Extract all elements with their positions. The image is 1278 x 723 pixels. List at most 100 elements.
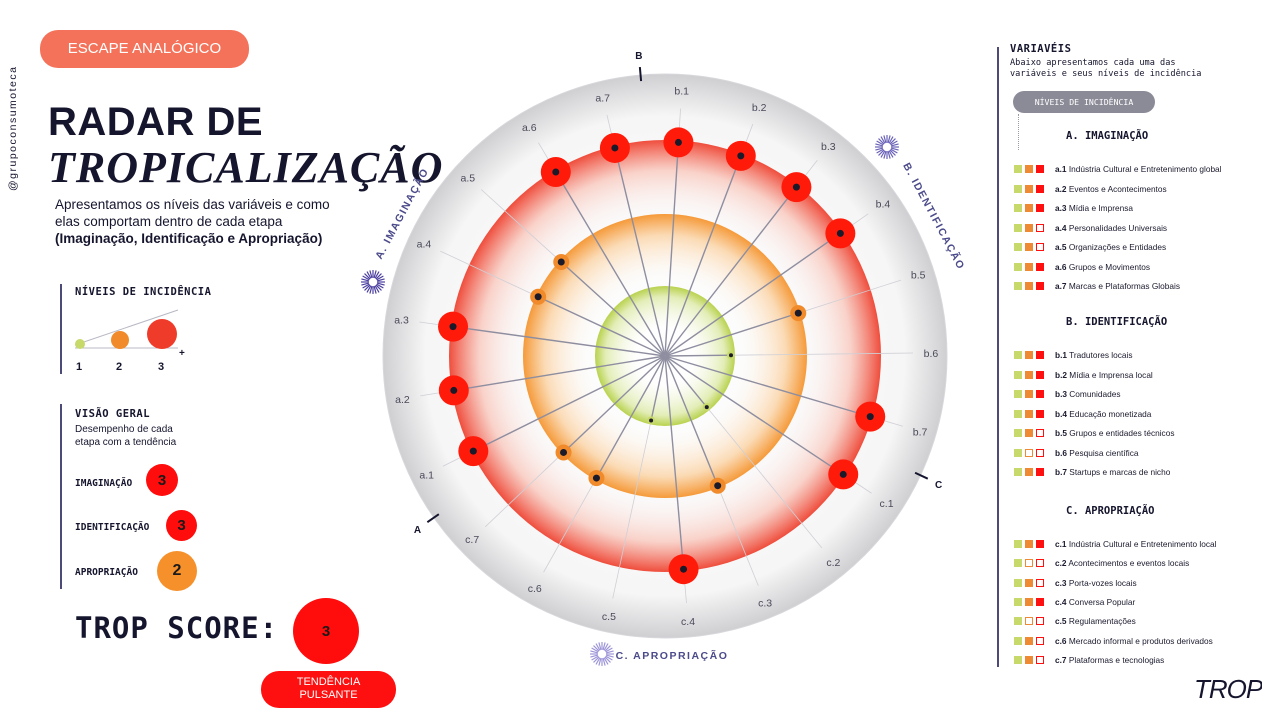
overview-value-imaginacao: 3 (157, 471, 167, 489)
subtitle-line1: Apresentamos os níveis das variáveis e c… (55, 197, 330, 212)
variable-row-c2: c.2 Acontecimentos e eventos locais (1014, 557, 1189, 569)
variables-title: VARIAVÉIS (1010, 43, 1072, 55)
spoke-a2 (453, 355, 666, 392)
overview-bar (60, 404, 62, 589)
level-plus: + (179, 348, 185, 359)
subtitle-line3: (Imaginação, Identificação e Apropriação… (55, 231, 323, 246)
level-square (1036, 282, 1044, 290)
level-square (1014, 243, 1022, 251)
dot-core-c3 (714, 482, 722, 490)
trend-tag-line1: TENDÊNCIA (296, 676, 361, 688)
variable-row-a1: a.1 Indústria Cultural e Entretenimento … (1014, 163, 1222, 175)
variable-row-a7: a.7 Marcas e Plataformas Globais (1014, 280, 1180, 292)
overview-desc: Desempenho de cada etapa com a tendência (75, 423, 176, 449)
spoke-b1 (664, 142, 680, 357)
spoke-label-b5: b.5 (911, 270, 926, 282)
overview-value-identificacao: 3 (177, 517, 186, 534)
spoke-label-a6: a.6 (522, 122, 537, 134)
variable-label: b.6 Pesquisa científica (1055, 447, 1139, 458)
level-square (1014, 390, 1022, 398)
overview-label-identificacao: IDENTIFICAÇÃO (75, 522, 150, 533)
level-square (1025, 223, 1033, 232)
trop-score-label: TROP SCORE: (75, 611, 279, 645)
overview-value-apropriacao: 2 (172, 562, 182, 579)
level-square (1036, 429, 1044, 437)
level-square (1036, 204, 1044, 212)
levels-pill: NÍVEIS DE INCIDÊNCIA (1013, 91, 1155, 113)
variables-desc-line1: Abaixo apresentamos cada uma das (1010, 58, 1176, 68)
variable-label: b.1 Tradutores locais (1055, 350, 1133, 360)
levels-legend-graphic: + 1 2 3 (74, 309, 185, 373)
variable-label: a.6 Grupos e Movimentos (1055, 261, 1151, 272)
variables-bar (997, 47, 999, 667)
level-square (1025, 390, 1033, 398)
spoke-label-b1: b.1 (674, 86, 689, 98)
subtitle: Apresentamos os níveis das variáveis e c… (55, 196, 375, 247)
spoke-b6 (664, 354, 732, 357)
levels-pill-label: NÍVEIS DE INCIDÊNCIA (1034, 97, 1134, 107)
spoke-label-c1: c.1 (880, 498, 894, 510)
spoke-label-c5: c.5 (602, 611, 616, 623)
variable-row-c7: c.7 Plataformas e tecnologias (1014, 654, 1164, 666)
level-square (1036, 468, 1044, 476)
variable-label: a.3 Mídia e Imprensa (1055, 203, 1133, 213)
level-square (1036, 243, 1044, 251)
level-2-dot (111, 331, 129, 349)
levels-legend-title: NÍVEIS DE INCIDÊNCIA (75, 286, 212, 298)
spoke-label-b4: b.4 (876, 199, 891, 211)
dot-core-a7 (611, 144, 619, 152)
level-square (1036, 636, 1044, 645)
level-square (1025, 184, 1033, 193)
variable-label: b.4 Educação monetizada (1055, 408, 1152, 419)
level-square (1036, 370, 1044, 379)
level-square (1036, 559, 1044, 568)
level-square (1036, 578, 1044, 587)
level-square (1014, 448, 1022, 457)
level-2-label: 2 (116, 361, 122, 373)
variable-row-a6: a.6 Grupos e Movimentos (1014, 261, 1150, 273)
dot-core-c7 (560, 448, 568, 456)
dot-core-a5 (557, 258, 565, 266)
level-square (1014, 351, 1022, 359)
variable-label: a.2 Eventos e Acontecimentos (1055, 183, 1167, 194)
level-square (1036, 655, 1044, 664)
variable-label: b.5 Grupos e entidades técnicos (1055, 428, 1175, 438)
level-1-dot (75, 339, 85, 349)
level-square (1025, 204, 1033, 212)
spoke-label-c7: c.7 (465, 534, 479, 546)
level-square (1025, 165, 1033, 173)
level-square (1025, 409, 1033, 418)
variable-label: a.4 Personalidades Universais (1055, 222, 1168, 233)
level-square (1036, 597, 1044, 606)
variable-row-c1: c.1 Indústria Cultural e Entretenimento … (1014, 538, 1216, 550)
dot-core-a1 (469, 447, 477, 455)
level-square (1014, 165, 1022, 173)
apropriacao-sun-icon (590, 642, 614, 666)
dot-core-c6 (592, 474, 600, 482)
variable-label: c.1 Indústria Cultural e Entretenimento … (1055, 539, 1217, 549)
dot-core-b7 (866, 413, 874, 421)
variable-row-b5: b.5 Grupos e entidades técnicos (1014, 427, 1174, 439)
level-1-label: 1 (76, 361, 82, 373)
spoke-label-b3: b.3 (821, 141, 836, 153)
spoke-b4 (664, 232, 841, 357)
escape-analogico-badge: ESCAPE ANALÓGICO (40, 30, 249, 68)
identificacao-sun-icon (875, 135, 899, 159)
variable-row-c6: c.6 Mercado informal e produtos derivado… (1014, 635, 1213, 647)
spoke-c3 (664, 355, 719, 486)
overview-desc-line2: etapa com a tendência (75, 437, 177, 448)
variable-row-c3: c.3 Porta-vozes locais (1014, 577, 1137, 589)
level-square (1025, 351, 1033, 359)
level-square (1014, 370, 1022, 379)
spoke-b2 (664, 155, 742, 357)
trop-score-circle: 3 (293, 598, 359, 664)
subtitle-line2: elas comportam dentro de cada etapa (55, 214, 283, 229)
dot-core-a2 (450, 386, 458, 394)
dot-core-a6 (552, 168, 560, 176)
spoke-c1 (664, 355, 844, 476)
level-square (1025, 429, 1033, 437)
spoke-a6 (555, 171, 666, 357)
spoke-c7 (563, 355, 666, 453)
level-square (1036, 617, 1044, 626)
level-square (1014, 429, 1022, 437)
